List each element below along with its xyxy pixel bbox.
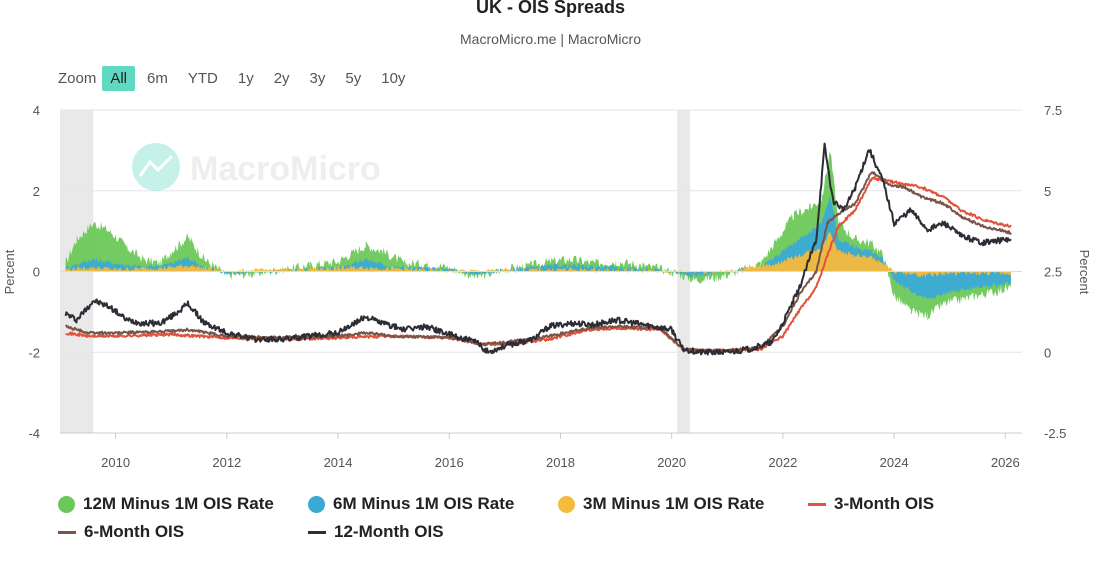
left-tick-label: 2 [33,184,40,199]
area-3m-minus-1m [65,231,1011,278]
zoom-2y-button[interactable]: 2y [273,70,290,87]
legend-item-12m-minus-1m[interactable]: 12M Minus 1M OIS Rate [58,494,274,514]
legend-line-icon [58,530,76,534]
x-tick-label: 2010 [101,455,130,470]
left-tick-label: 4 [33,103,40,118]
legend-label: 3M Minus 1M OIS Rate [583,494,765,513]
legend-dot-icon [58,495,75,513]
line-3-month-ois [65,176,1012,353]
zoom-label: Zoom [58,70,97,87]
legend-line-icon [308,530,326,534]
right-tick-label: 7.5 [1044,103,1062,118]
right-tick-label: 2.5 [1044,265,1062,280]
x-tick-label: 2026 [991,455,1020,470]
legend-dot-icon [308,495,325,513]
legend-item-3m-minus-1m[interactable]: 3M Minus 1M OIS Rate [558,494,764,514]
zoom-1y-button[interactable]: 1y [237,70,254,87]
legend-label: 6-Month OIS [84,522,185,541]
legend-dot-icon [558,495,575,513]
right-tick-label: -2.5 [1044,426,1066,441]
chart-subtitle: MacroMicro.me | MacroMicro [460,31,641,47]
line-6-month-ois [64,171,1012,353]
chart-title: UK - OIS Spreads [475,0,626,17]
legend-label: 12M Minus 1M OIS Rate [83,494,274,513]
legend-item-6m-minus-1m[interactable]: 6M Minus 1M OIS Rate [308,494,514,514]
legend-label: 3-Month OIS [834,494,935,513]
legend-line-icon [808,502,826,506]
left-tick-label: -2 [28,345,40,360]
zoom-6m-button[interactable]: 6m [147,70,168,87]
right-tick-label: 5 [1044,184,1051,199]
x-tick-label: 2020 [657,455,686,470]
watermark-logo-mark [138,154,174,177]
watermark-logo-icon [132,143,180,191]
x-tick-label: 2018 [546,455,575,470]
left-tick-label: 0 [33,265,40,280]
zoom-all-button[interactable]: All [102,66,136,91]
legend-item-6-month-ois[interactable]: 6-Month OIS [58,522,184,542]
zoom-3y-button[interactable]: 3y [309,70,326,87]
right-axis-title: Percent [1077,250,1092,295]
legend-item-3-month-ois[interactable]: 3-Month OIS [808,494,934,514]
right-tick-label: 0 [1044,345,1051,360]
zoom-10y-button[interactable]: 10y [381,70,406,87]
legend-label: 12-Month OIS [334,522,444,541]
x-tick-label: 2016 [435,455,464,470]
watermark-text: MacroMicro [190,150,381,188]
x-tick-label: 2022 [768,455,797,470]
line-12-month-ois [64,142,1012,356]
zoom-5y-button[interactable]: 5y [345,70,362,87]
zoom-bar: Zoom All 6m YTD 1y 2y 3y 5y 10y [58,66,417,91]
zoom-ytd-button[interactable]: YTD [187,70,218,87]
x-tick-label: 2024 [880,455,909,470]
legend-label: 6M Minus 1M OIS Rate [333,494,515,513]
legend-item-12-month-ois[interactable]: 12-Month OIS [308,522,444,542]
x-tick-label: 2014 [324,455,353,470]
left-axis-title: Percent [2,249,17,294]
x-tick-label: 2012 [212,455,241,470]
left-tick-label: -4 [28,426,40,441]
watermark-logo: MacroMicro [132,143,381,191]
